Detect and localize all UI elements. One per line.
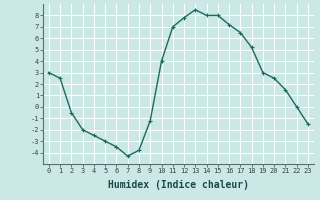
X-axis label: Humidex (Indice chaleur): Humidex (Indice chaleur) — [108, 180, 249, 190]
